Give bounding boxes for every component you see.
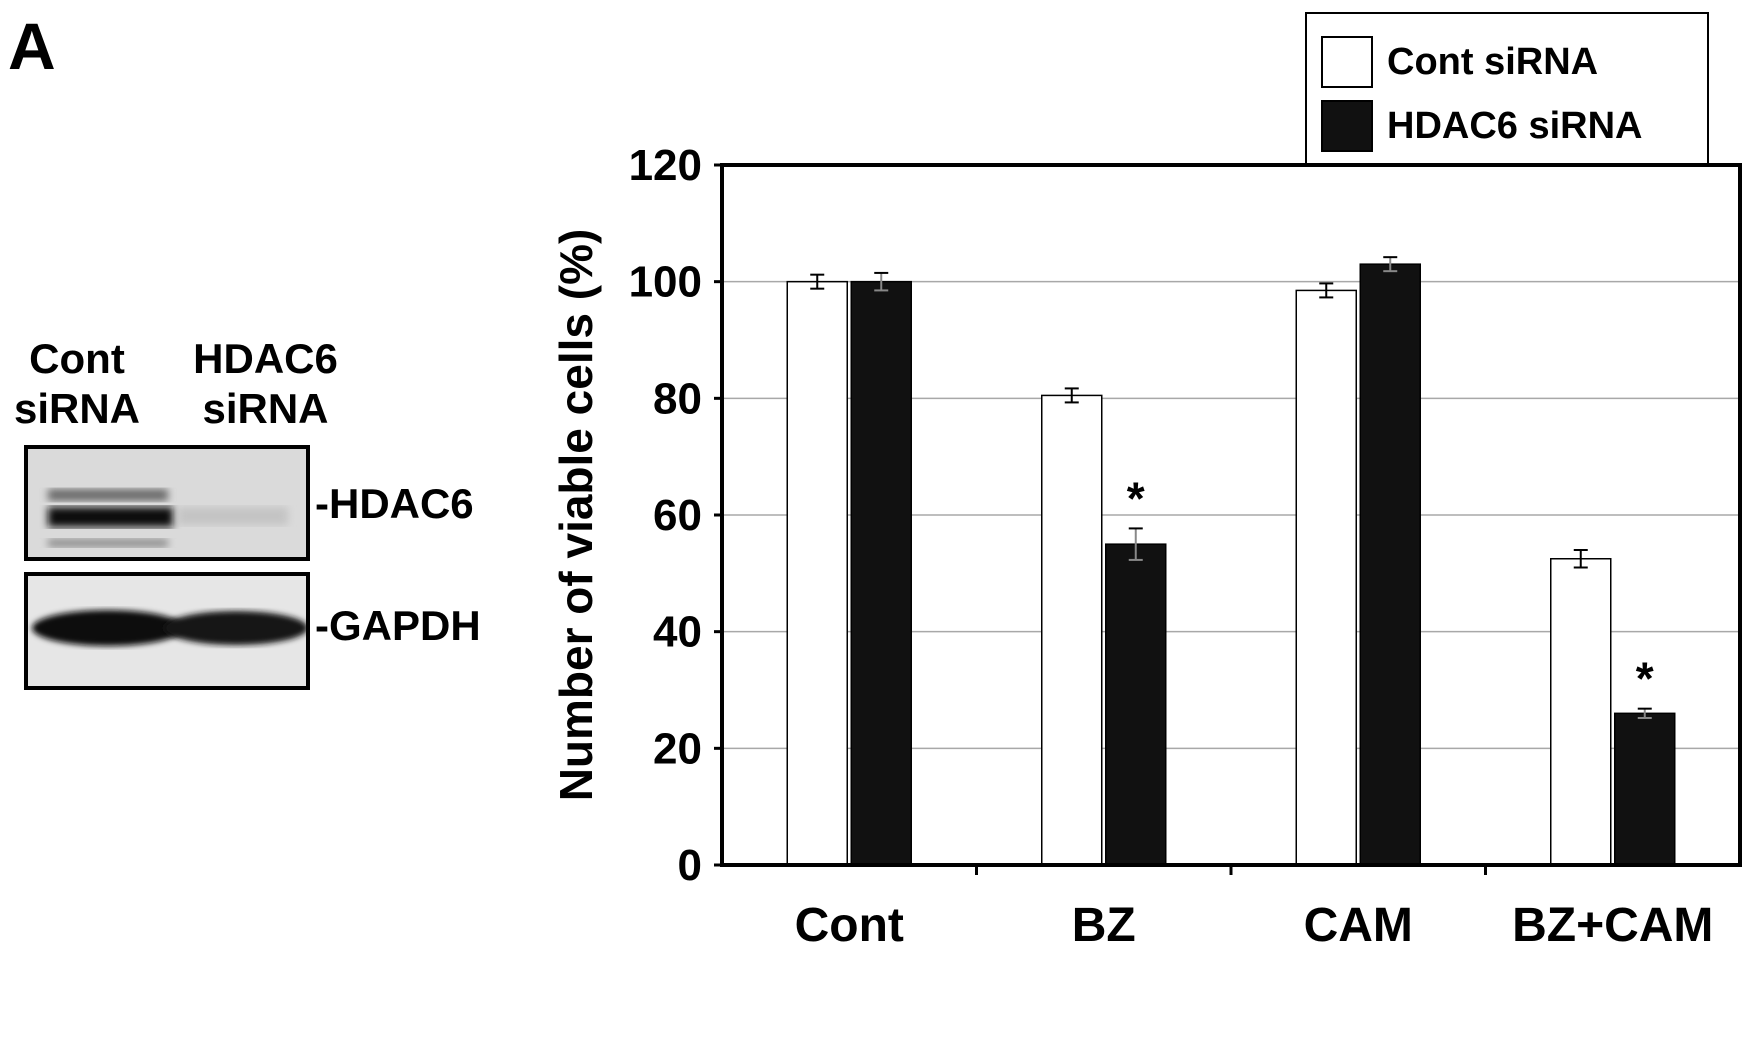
chart-legend: Cont siRNA HDAC6 siRNA — [1305, 12, 1709, 166]
blot-image-gapdh — [24, 572, 310, 690]
blot-image-hdac6 — [24, 445, 310, 561]
y-tick-label: 100 — [629, 258, 702, 307]
blot-lane-label-line: Cont — [29, 335, 125, 382]
y-tick-label: 120 — [629, 141, 702, 190]
bar — [1105, 543, 1167, 866]
blot-lane-label-line: siRNA — [13, 385, 141, 432]
blot-lane-label-line: siRNA — [202, 385, 329, 432]
y-tick-label: 40 — [653, 608, 702, 657]
axis-labels: 0 20 40 60 80 100 120 Cont BZ CAM BZ+CAM * * Number o… — [550, 141, 1713, 952]
x-category-label: Cont — [795, 899, 904, 952]
legend-swatch — [1321, 100, 1373, 152]
bar — [850, 280, 912, 866]
bar — [1550, 558, 1612, 866]
blot-lane-label-cont: Cont siRNA — [12, 334, 142, 434]
y-tick-label: 0 — [678, 841, 702, 890]
panel-letter: A — [8, 9, 56, 83]
legend-item-cont-sirna: Cont siRNA — [1321, 34, 1598, 90]
blot-lane-label-line: HDAC6 — [193, 335, 338, 382]
y-axis-label: Number of viable cells (%) — [550, 229, 602, 802]
legend-item-hdac6-sirna: HDAC6 siRNA — [1321, 98, 1642, 154]
blot-band-label-hdac6: -HDAC6 — [315, 480, 474, 527]
x-category-label: CAM — [1304, 899, 1413, 952]
significance-marker: * — [1127, 472, 1145, 524]
bar — [786, 280, 848, 866]
blot-gapdh-bands — [28, 576, 306, 686]
bar — [1359, 263, 1421, 866]
plot-frame — [720, 163, 1742, 867]
blot-lane-label-hdac6: HDAC6 siRNA — [188, 334, 343, 434]
axes — [714, 163, 1742, 875]
y-tick-label: 20 — [653, 724, 702, 773]
x-category-label: BZ+CAM — [1512, 899, 1713, 952]
bar — [1295, 289, 1357, 866]
significance-marker: * — [1636, 653, 1654, 705]
blot-hdac6-bands — [28, 449, 306, 557]
x-category-label: BZ — [1072, 899, 1136, 952]
y-tick-label: 80 — [653, 374, 702, 423]
bars — [786, 256, 1676, 866]
bar — [1614, 712, 1676, 866]
legend-label: HDAC6 siRNA — [1387, 104, 1643, 147]
blot-band-label-gapdh: -GAPDH — [315, 602, 481, 649]
legend-label: Cont siRNA — [1387, 40, 1599, 83]
y-tick-label: 60 — [653, 491, 702, 540]
bar — [1041, 394, 1103, 866]
legend-swatch — [1321, 36, 1373, 88]
